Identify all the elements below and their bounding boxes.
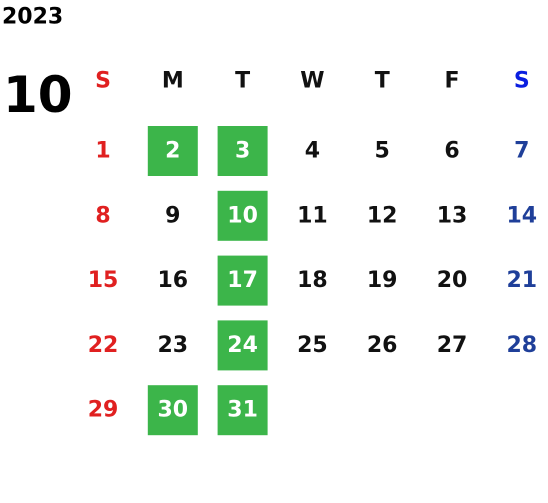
weekday-label: T	[375, 69, 390, 94]
day-number: 20	[437, 268, 468, 293]
day-number: 4	[305, 139, 320, 164]
day-number: 21	[506, 268, 537, 293]
day-number: 27	[437, 333, 468, 358]
day-number: 6	[444, 139, 459, 164]
day-number: 9	[165, 203, 180, 228]
day-number: 12	[367, 203, 398, 228]
highlight-box	[147, 126, 198, 176]
day-number: 29	[88, 398, 119, 423]
day-number: 10	[227, 203, 258, 228]
day-number: 15	[88, 268, 119, 293]
day-number: 5	[375, 139, 390, 164]
highlight-box	[217, 385, 268, 436]
day-number: 11	[297, 203, 328, 228]
weekday-label: S	[514, 69, 530, 94]
highlight-box	[217, 126, 268, 176]
day-number: 17	[227, 268, 258, 293]
day-number: 1	[95, 139, 110, 164]
highlight-box	[217, 255, 268, 306]
highlight-box	[217, 190, 268, 241]
year: 2023	[2, 5, 63, 30]
highlight-box	[147, 385, 198, 436]
day-number: 8	[95, 203, 110, 228]
weekday-label: M	[162, 69, 184, 94]
day-number: 7	[514, 139, 529, 164]
day-number: 23	[157, 333, 188, 358]
day-number: 13	[437, 203, 468, 228]
day-number: 30	[157, 398, 188, 423]
day-number: 24	[227, 333, 258, 358]
day-number: 22	[88, 333, 119, 358]
day-number: 14	[506, 203, 537, 228]
day-number: 26	[367, 333, 398, 358]
day-number: 25	[297, 333, 328, 358]
weekday-label: F	[444, 69, 459, 94]
weekday-label: T	[235, 69, 250, 94]
day-number: 3	[235, 139, 250, 164]
day-number: 16	[157, 268, 188, 293]
highlight-box	[217, 320, 268, 371]
day-number: 2	[165, 139, 180, 164]
month: 10	[3, 66, 73, 124]
weekday-label: S	[95, 69, 111, 94]
weekday-label: W	[300, 69, 324, 94]
day-number: 31	[227, 398, 258, 423]
day-number: 18	[297, 268, 328, 293]
day-number: 19	[367, 268, 398, 293]
day-number: 28	[506, 333, 537, 358]
